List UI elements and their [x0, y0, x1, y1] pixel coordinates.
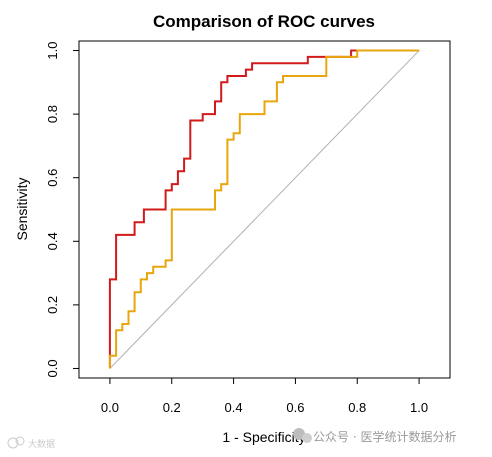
- y-tick-label: 1.0: [45, 41, 60, 59]
- watermark-left-text: 大数据: [28, 438, 55, 450]
- y-tick-label: 0.8: [45, 105, 60, 123]
- chart-title: Comparison of ROC curves: [153, 12, 375, 31]
- roc-curve-1: [108, 49, 420, 369]
- watermark-left: 大数据: [7, 436, 55, 450]
- watermark-right-text: 公众号 · 医学统计数据分析: [313, 429, 456, 444]
- x-tick-label: 0.6: [286, 400, 304, 415]
- y-tick-label: 0.6: [45, 169, 60, 187]
- reference-diagonal-layer: [109, 50, 420, 369]
- x-tick-label: 0.2: [163, 400, 181, 415]
- y-tick-label: 0.0: [45, 359, 60, 377]
- y-axis-label: Sensitivity: [14, 177, 30, 240]
- roc-curve-2: [108, 49, 420, 369]
- reference-diagonal-line: [109, 50, 420, 369]
- watermark-right: 公众号 · 医学统计数据分析: [293, 428, 456, 444]
- x-axis: 0.0 0.2 0.4 0.6 0.8 1.0: [101, 377, 428, 415]
- y-tick-label: 0.4: [45, 232, 60, 250]
- x-tick-label: 1.0: [410, 400, 428, 415]
- chat-bubble-icon: [7, 436, 25, 449]
- x-tick-label: 0.4: [225, 400, 243, 415]
- x-tick-label: 0.8: [348, 400, 366, 415]
- x-tick-label: 0.0: [101, 400, 119, 415]
- y-tick-label: 0.2: [45, 296, 60, 314]
- y-axis: 0.0 0.2 0.4 0.6 0.8 1.0: [45, 41, 80, 378]
- wechat-icon: [293, 428, 312, 443]
- series-layer: [108, 49, 420, 369]
- x-axis-label: 1 - Specificity: [222, 429, 305, 445]
